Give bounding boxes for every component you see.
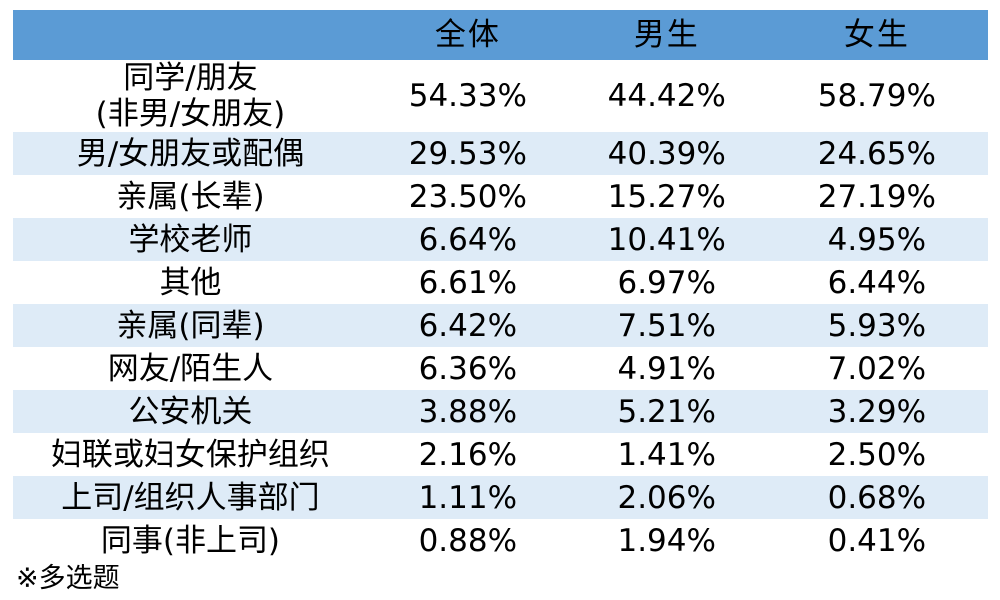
table-row: 公安机关 3.88% 5.21% 3.29%: [13, 390, 988, 433]
value-cell: 5.21%: [617, 393, 716, 430]
row-label: 上司/组织人事部门: [61, 479, 320, 516]
value-cell: 6.42%: [418, 307, 518, 344]
header-empty-cell: [13, 10, 368, 60]
row-label: 网友/陌生人: [107, 350, 274, 387]
table-row: 亲属(同辈) 6.42% 7.51% 5.93%: [13, 304, 988, 347]
table-row: 网友/陌生人 6.36% 4.91% 7.02%: [13, 347, 988, 390]
table-row: 学校老师 6.64% 10.41% 4.95%: [13, 218, 988, 261]
table-row: 同事(非上司) 0.88% 1.94% 0.41%: [13, 519, 988, 562]
value-cell: 2.50%: [827, 436, 927, 473]
value-cell: 0.41%: [827, 522, 927, 559]
value-cell: 23.50%: [408, 178, 527, 215]
value-cell: 1.41%: [617, 436, 716, 473]
value-cell: 6.64%: [418, 221, 518, 258]
value-cell: 6.61%: [418, 264, 518, 301]
value-cell: 7.02%: [827, 350, 927, 387]
column-header: 女生: [843, 17, 910, 53]
value-cell: 29.53%: [408, 135, 527, 172]
value-cell: 15.27%: [607, 178, 726, 215]
value-cell: 2.06%: [617, 479, 716, 516]
multi-select-footnote: ※多选题: [16, 563, 120, 594]
table-row: 妇联或妇女保护组织 2.16% 1.41% 2.50%: [13, 433, 988, 476]
row-label: 同事(非上司): [100, 522, 281, 559]
value-cell: 1.94%: [617, 522, 716, 559]
value-cell: 1.11%: [418, 479, 518, 516]
row-label: 男/女朋友或配偶: [76, 135, 305, 172]
value-cell: 27.19%: [817, 178, 936, 215]
value-cell: 40.39%: [607, 135, 726, 172]
table-row: 亲属(长辈) 23.50% 15.27% 27.19%: [13, 175, 988, 218]
column-header: 男生: [633, 17, 700, 53]
value-cell: 10.41%: [607, 221, 726, 258]
value-cell: 6.44%: [827, 264, 927, 301]
survey-results-table: 全体 男生 女生 同学/朋友 (非男/女朋友) 54.33% 44.42% 58.79% 男…: [13, 10, 988, 562]
value-cell: 44.42%: [607, 78, 726, 114]
table-row: 上司/组织人事部门 1.11% 2.06% 0.68%: [13, 476, 988, 519]
value-cell: 3.88%: [418, 393, 518, 430]
row-label: 学校老师: [128, 221, 253, 258]
value-cell: 0.68%: [827, 479, 927, 516]
value-cell: 54.33%: [408, 78, 527, 114]
value-cell: 7.51%: [617, 307, 716, 344]
value-cell: 24.65%: [817, 135, 936, 172]
value-cell: 3.29%: [827, 393, 927, 430]
row-label: 亲属(长辈): [116, 178, 265, 215]
value-cell: 4.95%: [827, 221, 927, 258]
table-row: 男/女朋友或配偶 29.53% 40.39% 24.65%: [13, 132, 988, 175]
value-cell: 5.93%: [827, 307, 927, 344]
value-cell: 0.88%: [418, 522, 518, 559]
row-label: 亲属(同辈): [116, 307, 265, 344]
value-cell: 2.16%: [418, 436, 518, 473]
value-cell: 6.97%: [617, 264, 716, 301]
table-header-row: 全体 男生 女生: [13, 10, 988, 60]
row-label: 妇联或妇女保护组织: [50, 436, 330, 473]
value-cell: 6.36%: [418, 350, 518, 387]
row-label: 公安机关: [128, 393, 253, 430]
row-label: 其他: [159, 264, 222, 301]
table-row: 同学/朋友 (非男/女朋友) 54.33% 44.42% 58.79%: [13, 60, 988, 132]
value-cell: 58.79%: [817, 78, 936, 114]
value-cell: 4.91%: [617, 350, 716, 387]
table-row: 其他 6.61% 6.97% 6.44%: [13, 261, 988, 304]
column-header: 全体: [434, 17, 501, 53]
row-label: 同学/朋友 (非男/女朋友): [95, 60, 286, 132]
